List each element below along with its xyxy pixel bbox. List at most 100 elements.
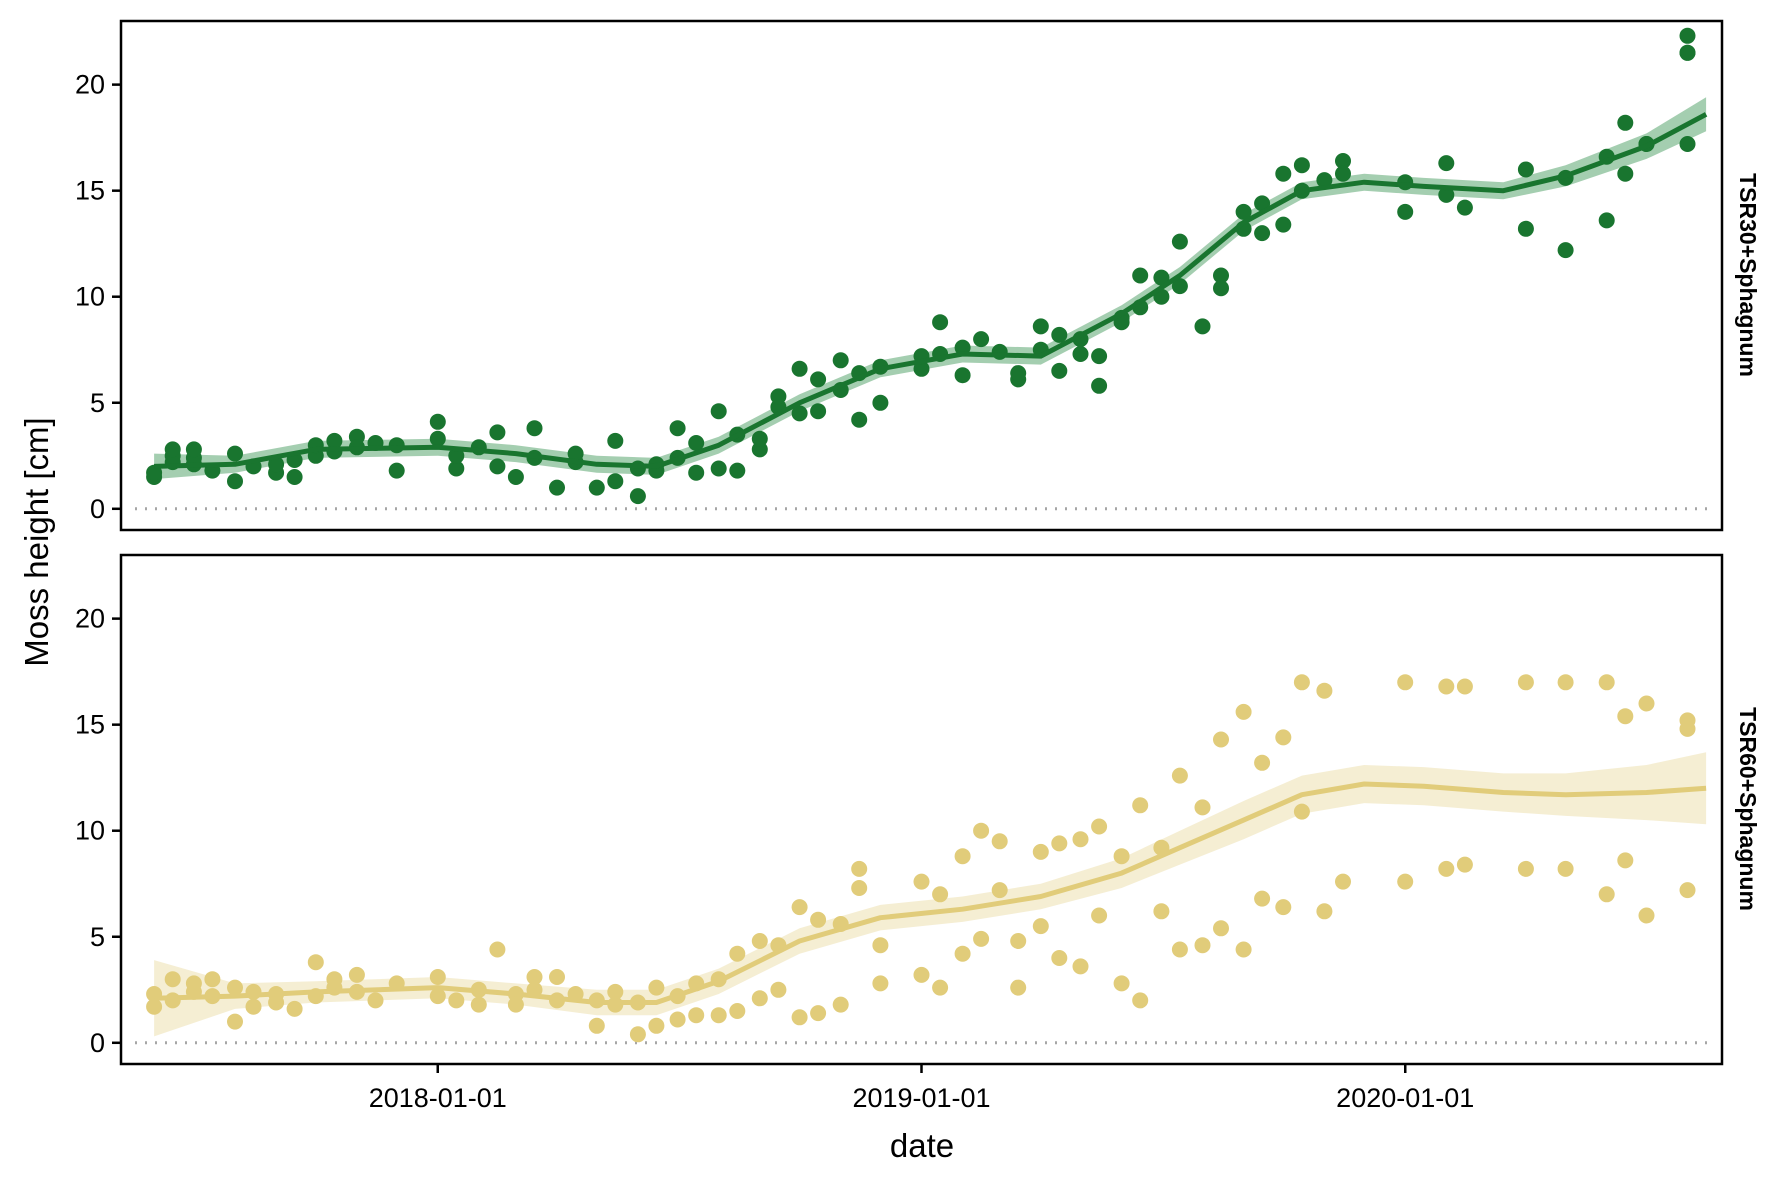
x-tick-label: 2020-01-01: [1336, 1083, 1474, 1113]
data-point: [973, 822, 990, 839]
data-point: [872, 394, 889, 411]
data-point: [791, 405, 808, 422]
data-point: [851, 880, 868, 896]
data-point: [470, 996, 487, 1013]
data-point: [1132, 267, 1149, 284]
data-point: [526, 969, 543, 985]
x-axis-title: date: [890, 1127, 954, 1164]
data-point: [872, 937, 889, 954]
data-point: [429, 988, 446, 1005]
data-point: [1293, 674, 1310, 691]
data-point: [1456, 678, 1473, 695]
data-point: [791, 1009, 808, 1026]
data-point: [1679, 44, 1696, 61]
data-point: [751, 933, 768, 949]
data-point: [791, 899, 808, 916]
data-point: [1335, 153, 1351, 169]
y-tick-label: 0: [90, 1028, 105, 1058]
data-point: [770, 981, 787, 998]
data-point: [1091, 348, 1108, 365]
data-point: [688, 1007, 705, 1024]
confidence-band: [154, 752, 1707, 1037]
data-point: [1275, 165, 1292, 182]
data-point: [489, 941, 506, 958]
data-point: [286, 469, 303, 485]
data-point: [1072, 346, 1089, 362]
y-tick-label: 20: [75, 604, 105, 634]
data-point: [1557, 242, 1574, 259]
x-axis: 2018-01-01 2019-01-01 2020-01-01: [369, 1064, 1474, 1113]
data-point: [1213, 731, 1229, 748]
data-point: [770, 388, 787, 405]
data-point: [367, 992, 384, 1009]
data-point: [1153, 269, 1170, 286]
y-tick-label: 10: [75, 282, 105, 312]
data-point: [913, 873, 930, 890]
data-point: [1638, 695, 1655, 712]
data-point: [851, 860, 868, 877]
data-point: [1171, 941, 1188, 958]
panel-tsr30: 0 5 10 15 20 TSR30+Sphagnum: [75, 19, 1761, 532]
data-point: [588, 1017, 605, 1034]
data-point: [607, 983, 624, 1000]
data-point: [648, 979, 665, 996]
x-tick-label: 2019-01-01: [852, 1083, 990, 1113]
data-point: [1091, 818, 1108, 835]
data-point: [348, 966, 365, 983]
data-point: [1456, 856, 1473, 873]
data-point: [688, 435, 705, 451]
data-point: [791, 360, 808, 377]
data-point: [954, 367, 971, 384]
data-point: [1679, 136, 1696, 152]
data-point: [1316, 903, 1333, 920]
data-point: [185, 441, 202, 458]
data-point: [448, 460, 465, 477]
data-point: [1598, 886, 1615, 903]
facet-strip-label: TSR60+Sphagnum: [1735, 707, 1761, 911]
data-point: [607, 473, 624, 490]
data-point: [1051, 950, 1068, 966]
y-tick-label: 15: [75, 176, 105, 206]
data-point: [1132, 797, 1149, 814]
data-point: [1113, 848, 1130, 865]
data-point: [1617, 708, 1634, 725]
data-point: [932, 886, 949, 903]
data-point: [489, 424, 506, 441]
data-point: [507, 469, 524, 485]
data-point: [1679, 882, 1696, 899]
y-tick-label: 5: [90, 922, 105, 952]
y-tick-label: 0: [90, 494, 105, 524]
data-point: [1132, 992, 1149, 1009]
data-point: [1517, 674, 1534, 691]
data-point: [286, 1000, 303, 1017]
confidence-band-layer: [154, 752, 1707, 1037]
data-point: [1397, 873, 1414, 890]
data-point: [1254, 225, 1271, 242]
data-point: [1235, 703, 1252, 720]
data-point: [669, 420, 686, 437]
data-point: [1638, 907, 1655, 924]
data-point: [1213, 920, 1229, 937]
data-point: [810, 371, 827, 388]
data-point: [1617, 165, 1634, 182]
data-point: [1171, 278, 1188, 295]
data-point: [1438, 155, 1455, 172]
y-tick-label: 20: [75, 70, 105, 100]
data-point: [629, 1026, 646, 1043]
y-axis: 0 5 10 15 20: [75, 604, 121, 1058]
data-point: [549, 969, 565, 985]
data-point: [1517, 220, 1534, 237]
data-point: [1051, 326, 1068, 343]
data-point: [1032, 918, 1049, 935]
x-tick-label: 2018-01-01: [369, 1083, 507, 1113]
data-point: [1171, 233, 1188, 250]
data-point: [1275, 216, 1292, 233]
data-point: [1517, 860, 1534, 877]
smooth-line: [154, 112, 1708, 469]
data-point: [1316, 682, 1333, 699]
data-point: [448, 992, 465, 1009]
confidence-band: [154, 97, 1707, 480]
data-point: [1557, 860, 1574, 877]
data-point: [1194, 799, 1211, 816]
data-point: [388, 437, 405, 454]
